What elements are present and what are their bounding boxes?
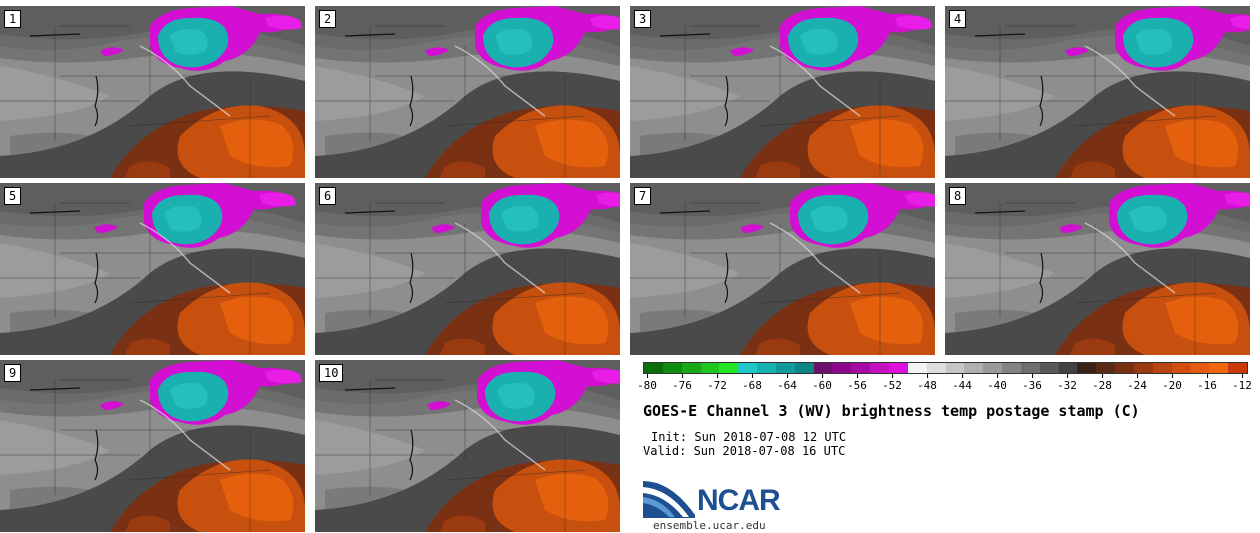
postage-stamp-panel: 2 — [315, 6, 620, 178]
colorbar-tick-label: -40 — [987, 374, 1007, 392]
colorbar-swatch — [926, 363, 946, 373]
colorbar-tick-label: -36 — [1022, 374, 1042, 392]
postage-stamp-panel: 1 — [0, 6, 305, 178]
colorbar-tick-label: -56 — [847, 374, 867, 392]
postage-stamp-panel: 9 — [0, 360, 305, 532]
colorbar-tick-label: -44 — [952, 374, 972, 392]
postage-stamp-panel: 6 — [315, 183, 620, 355]
panel-number-label: 6 — [319, 187, 337, 205]
logo-text: NCAR — [697, 484, 781, 517]
panel-number-label: 1 — [4, 10, 22, 28]
colorbar-swatch — [888, 363, 908, 373]
water-vapor-map — [630, 183, 935, 355]
colorbar-swatch — [1096, 363, 1116, 373]
panel-number-label: 8 — [949, 187, 967, 205]
ncar-logo-icon — [643, 481, 695, 518]
water-vapor-map — [0, 6, 305, 178]
postage-stamp-panel: 10 — [315, 360, 620, 532]
colorbar-swatch — [775, 363, 795, 373]
postage-stamp-panel: 4 — [945, 6, 1250, 178]
water-vapor-map — [315, 6, 620, 178]
colorbar-swatch — [1058, 363, 1078, 373]
colorbar-swatch — [719, 363, 739, 373]
colorbar-swatch — [700, 363, 720, 373]
panel-number-label: 10 — [319, 364, 344, 382]
postage-stamp-panel: 5 — [0, 183, 305, 355]
colorbar-tick-label: -20 — [1162, 374, 1182, 392]
colorbar-swatch — [1115, 363, 1134, 373]
colorbar-swatch — [945, 363, 965, 373]
colorbar-swatch — [1039, 363, 1059, 373]
colorbar-swatch — [964, 363, 984, 373]
chart-title: GOES-E Channel 3 (WV) brightness temp po… — [643, 402, 1140, 420]
colorbar-swatch — [813, 363, 833, 373]
colorbar — [643, 362, 1248, 374]
colorbar-swatch — [1228, 363, 1247, 373]
colorbar-tick-label: -12 — [1232, 374, 1252, 392]
colorbar-swatch — [1209, 363, 1229, 373]
colorbar-tick-label: -52 — [882, 374, 902, 392]
postage-stamp-panel: 8 — [945, 183, 1250, 355]
water-vapor-map — [315, 183, 620, 355]
colorbar-tick-label: -24 — [1127, 374, 1147, 392]
colorbar-swatch — [1002, 363, 1021, 373]
colorbar-swatch — [681, 363, 701, 373]
colorbar-tick-label: -16 — [1197, 374, 1217, 392]
colorbar-swatch — [870, 363, 889, 373]
colorbar-swatch — [851, 363, 871, 373]
colorbar-swatch — [907, 363, 927, 373]
colorbar-tick-label: -64 — [777, 374, 797, 392]
colorbar-tick-label: -68 — [742, 374, 762, 392]
colorbar-ticks: -80 -76 -72 -68 -64 -60 -56 -52 -48 -44 -40 -36 -32-… — [637, 374, 1252, 394]
colorbar-swatch — [1152, 363, 1172, 373]
water-vapor-map — [0, 360, 305, 532]
colorbar-swatch — [832, 363, 852, 373]
colorbar-swatch — [757, 363, 776, 373]
colorbar-tick-label: -60 — [812, 374, 832, 392]
colorbar-swatch — [794, 363, 814, 373]
panel-number-label: 7 — [634, 187, 652, 205]
colorbar-swatch — [1020, 363, 1040, 373]
postage-stamp-panel: 7 — [630, 183, 935, 355]
postage-stamp-panel: 3 — [630, 6, 935, 178]
colorbar-swatch — [1171, 363, 1191, 373]
colorbar-tick-label: -80 — [637, 374, 657, 392]
panel-number-label: 5 — [4, 187, 22, 205]
panel-number-label: 4 — [949, 10, 967, 28]
logo-url: ensemble.ucar.edu — [653, 519, 766, 532]
colorbar-swatch — [1133, 363, 1153, 373]
colorbar-tick-label: -32 — [1057, 374, 1077, 392]
water-vapor-map — [630, 6, 935, 178]
panel-number-label: 3 — [634, 10, 652, 28]
water-vapor-map — [0, 183, 305, 355]
colorbar-swatch — [738, 363, 758, 373]
colorbar-swatch — [644, 363, 663, 373]
colorbar-tick-label: -28 — [1092, 374, 1112, 392]
panel-number-label: 2 — [319, 10, 337, 28]
colorbar-swatch — [983, 363, 1003, 373]
water-vapor-map — [945, 6, 1250, 178]
init-time: Init: Sun 2018-07-08 12 UTC — [651, 430, 847, 444]
water-vapor-map — [945, 183, 1250, 355]
colorbar-tick-label: -76 — [672, 374, 692, 392]
water-vapor-map — [315, 360, 620, 532]
panel-number-label: 9 — [4, 364, 22, 382]
colorbar-swatch — [1077, 363, 1097, 373]
valid-time: Valid: Sun 2018-07-08 16 UTC — [643, 444, 846, 458]
colorbar-tick-label: -48 — [917, 374, 937, 392]
colorbar-tick-label: -72 — [707, 374, 727, 392]
colorbar-swatch — [662, 363, 682, 373]
colorbar-swatch — [1190, 363, 1210, 373]
